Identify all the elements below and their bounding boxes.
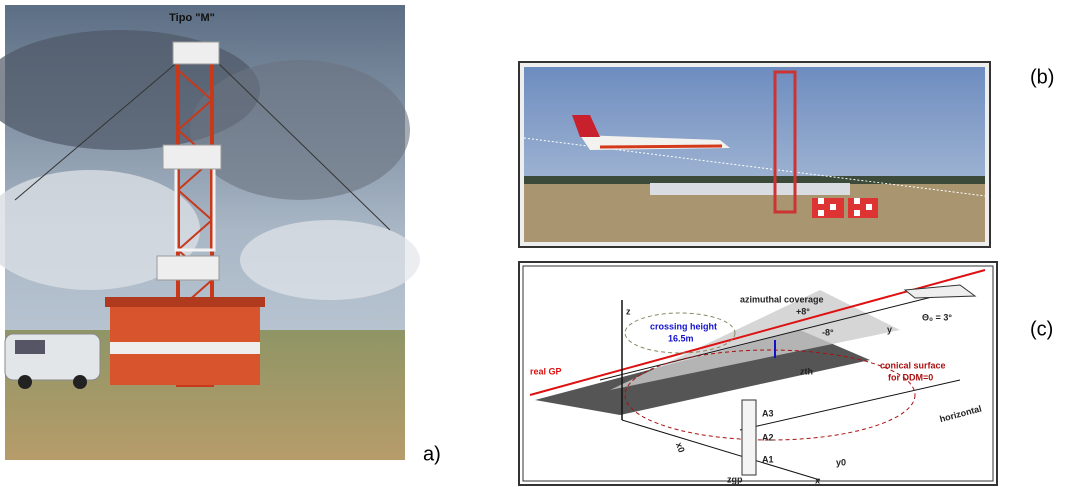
panel-label: (c) xyxy=(1030,318,1053,340)
figure: Tipo "M" a) (b) xyxy=(0,0,1079,487)
photo-caption: Tipo "M" xyxy=(169,12,215,24)
real-gp-label: real GP xyxy=(530,366,562,376)
diagram-c: z x y azimuthal coverage +8° -8° crossin… xyxy=(519,262,997,485)
axis-label: z xyxy=(626,306,631,316)
zth-label: zth xyxy=(800,366,813,376)
coverage-label: azimuthal coverage xyxy=(740,294,824,304)
angle-label: +8° xyxy=(796,306,810,316)
panel-label: (b) xyxy=(1030,66,1054,88)
conical-label: conical surface xyxy=(880,360,946,370)
angle-label: -8° xyxy=(822,327,834,337)
photo-b xyxy=(519,62,990,247)
photo-a: Tipo "M" xyxy=(0,5,420,460)
antenna-label: A2 xyxy=(762,432,774,442)
panel-label: a) xyxy=(423,443,441,465)
conical-label: for DDM=0 xyxy=(888,372,933,382)
antenna-label: A1 xyxy=(762,454,774,464)
axis-label: x xyxy=(815,475,820,485)
axis-label: y xyxy=(887,324,892,334)
crossing-title: crossing height xyxy=(650,321,717,331)
y0-label: y0 xyxy=(836,457,846,467)
glide-angle: Θ₀ = 3° xyxy=(922,312,952,322)
antenna-label: A3 xyxy=(762,408,774,418)
crossing-value: 16.5m xyxy=(668,333,694,343)
zgp-label: zgp xyxy=(727,474,743,484)
